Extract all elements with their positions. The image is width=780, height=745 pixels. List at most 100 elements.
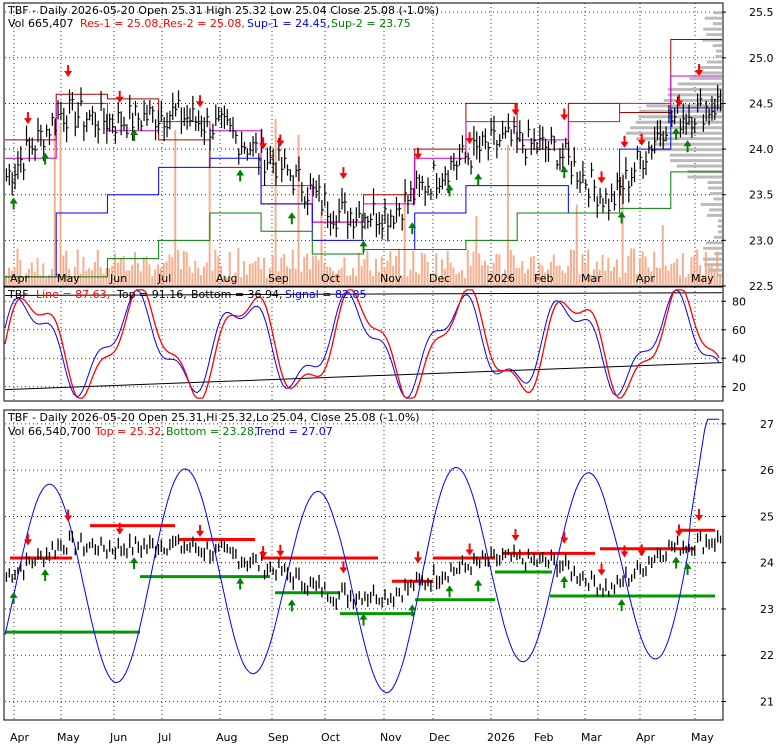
buy-arrow <box>445 184 454 197</box>
volume-bar <box>116 262 119 286</box>
x-tick-label: Nov <box>380 731 402 744</box>
profile-bar <box>663 98 722 102</box>
volume-bar <box>177 250 180 286</box>
sell-arrow <box>413 147 422 160</box>
buy-arrow <box>236 169 245 182</box>
volume-bar <box>274 118 277 286</box>
sell-arrow <box>695 509 704 522</box>
volume-bar <box>690 257 693 286</box>
volume-bar <box>696 249 699 286</box>
profile-bar <box>713 197 722 201</box>
trend-panel: TBF - Daily 2026-05-20 Open 25.31,Hi 25.… <box>3 409 774 744</box>
volume-bar <box>45 277 48 286</box>
volume-bar <box>670 263 673 286</box>
x-tick-label: Apr <box>10 272 30 285</box>
volume-bar <box>509 250 512 286</box>
volume-bar <box>122 255 125 286</box>
volume-bar <box>151 275 154 286</box>
y-tick-label: 20 <box>732 381 746 394</box>
volume-bar <box>174 130 177 286</box>
volume-bar <box>710 264 713 286</box>
volume-bar <box>243 261 246 286</box>
sell-arrow <box>64 509 73 522</box>
buy-arrow <box>9 591 18 604</box>
sell-arrow <box>259 546 268 559</box>
volume-bar <box>452 267 455 286</box>
trend-top-label: Top = 25.32, <box>94 425 165 438</box>
volume-bar <box>604 270 607 286</box>
buy-arrow <box>287 212 296 225</box>
volume-bar <box>512 255 515 286</box>
profile-bar <box>713 235 722 239</box>
volume-bar <box>136 263 139 286</box>
volume-bar <box>125 270 128 286</box>
volume-bar <box>317 260 320 286</box>
volume-bar <box>363 259 366 286</box>
volume-bar <box>154 269 157 286</box>
volume-bar <box>567 265 570 286</box>
volume-bar <box>217 256 220 286</box>
volume-bar <box>300 271 303 286</box>
volume-bar <box>205 262 208 286</box>
profile-bar <box>677 82 722 86</box>
volume-bar <box>449 262 452 286</box>
trend-panel-frame <box>3 409 724 721</box>
volume-bar <box>225 277 228 286</box>
volume-bar <box>62 255 65 286</box>
profile-bar <box>709 268 722 272</box>
sup2-label: Sup-2 = 23.75 <box>331 17 411 30</box>
x-tick-label: Oct <box>321 731 341 744</box>
volume-bar <box>228 251 231 286</box>
volume-bar <box>687 273 690 286</box>
volume-bar <box>182 250 185 286</box>
buy-arrow <box>474 579 483 592</box>
volume-bar <box>618 277 621 286</box>
volume-bar <box>613 266 616 286</box>
signal-arrows <box>9 64 704 253</box>
profile-bar <box>706 60 722 64</box>
volume-bar <box>656 267 659 286</box>
stochastic-bottom-label: Bottom = 36.94, <box>191 288 283 301</box>
volume-bar <box>647 267 650 286</box>
x-tick-label: Apr <box>636 272 656 285</box>
volume-bar <box>334 273 337 286</box>
buy-arrow <box>617 598 626 611</box>
buy-arrow <box>359 240 368 253</box>
volume-bar <box>214 249 217 286</box>
volume-bar <box>220 266 223 286</box>
x-tick-label: Oct <box>321 272 341 285</box>
volume-bar <box>544 272 547 286</box>
volume-bar <box>113 253 116 286</box>
sell-arrow <box>620 135 629 148</box>
volume-bar <box>179 268 182 286</box>
support-resistance-lines <box>5 39 722 278</box>
sell-arrow <box>64 65 73 78</box>
volume-bar <box>291 249 294 286</box>
volume-bar <box>374 258 377 286</box>
volume-bar <box>271 255 274 286</box>
volume-bar <box>463 277 466 286</box>
volume-bar <box>139 271 142 286</box>
profile-bar <box>706 213 722 217</box>
volume-bar <box>635 274 638 286</box>
volume-bar <box>202 266 205 286</box>
volume-bar <box>134 252 137 286</box>
volume-bar <box>489 272 492 286</box>
volume-bar <box>478 253 481 286</box>
volume-bar <box>157 264 160 286</box>
profile-bar <box>670 159 722 163</box>
volume-bar <box>676 258 679 286</box>
sell-arrow <box>339 561 348 574</box>
volume-bar <box>79 273 82 286</box>
volume-bar <box>598 269 601 286</box>
volume-bar <box>372 276 375 286</box>
buy-arrow <box>560 166 569 179</box>
sell-arrow <box>276 544 285 557</box>
sell-arrow <box>23 112 32 125</box>
volume-bar <box>492 262 495 286</box>
y-tick-label: 60 <box>732 324 746 337</box>
volume-bar <box>506 144 509 286</box>
buy-arrow <box>359 613 368 626</box>
volume-bar <box>701 274 704 286</box>
stochastic-line <box>4 289 720 399</box>
